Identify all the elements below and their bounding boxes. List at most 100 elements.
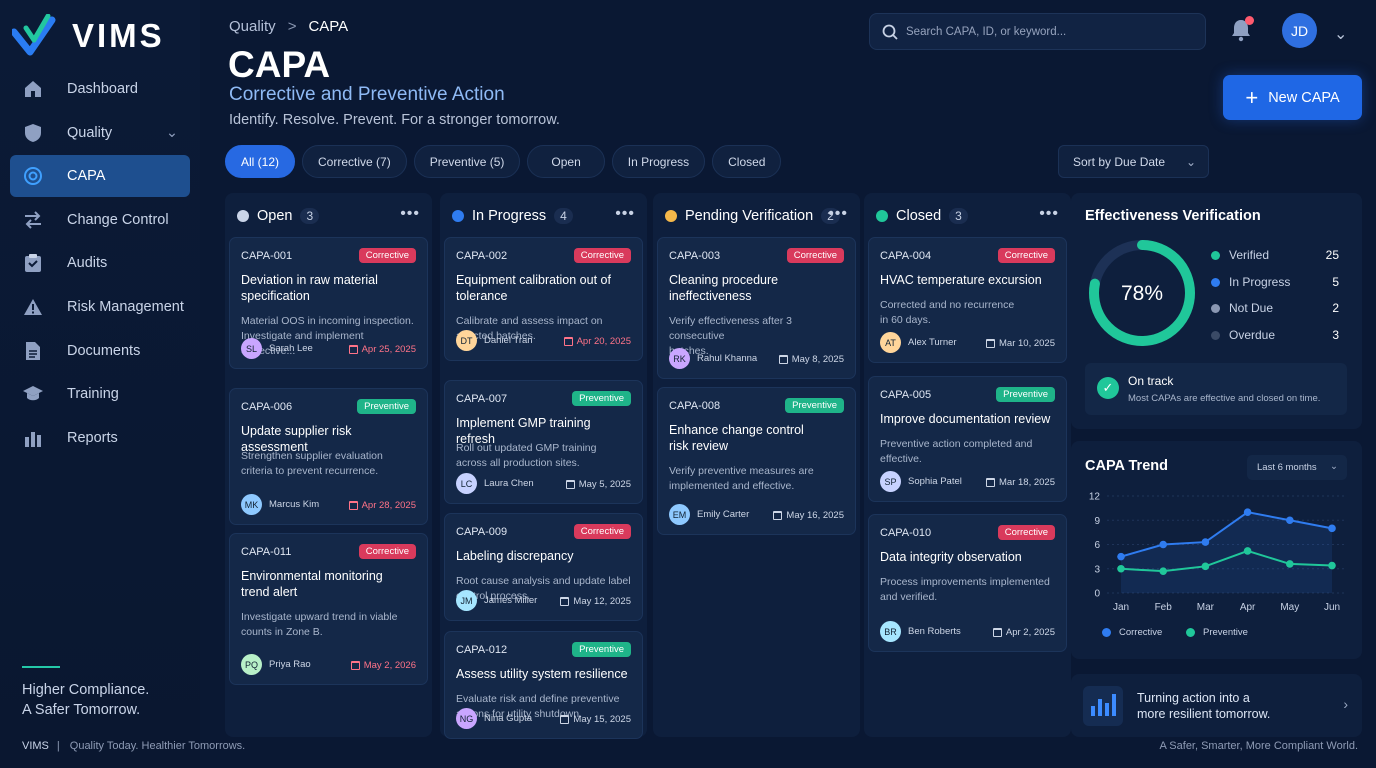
due-date: May 8, 2025 [778, 354, 844, 365]
user-avatar[interactable]: JD [1282, 13, 1317, 48]
search-input[interactable] [906, 25, 1186, 38]
capa-card[interactable]: CAPA-007 Preventive Implement GMP training… [444, 380, 643, 504]
breadcrumb-parent[interactable]: Quality [229, 18, 276, 35]
capa-card[interactable]: CAPA-009 Corrective Labeling discrepancy Ro… [444, 513, 643, 621]
sidebar-item-audits[interactable]: Audits [10, 242, 190, 284]
capa-id: CAPA-012 [456, 644, 508, 656]
search-box[interactable] [869, 13, 1206, 50]
assignee: JM James Miller [456, 590, 537, 611]
due-date-text: May 8, 2025 [791, 354, 844, 365]
sidebar-item-risk-management[interactable]: Risk Management [10, 286, 190, 328]
capa-card[interactable]: CAPA-010 Corrective Data integrity observa… [868, 514, 1067, 652]
capa-title-line-1: Implement GMP training refresh [456, 416, 591, 446]
filter-corrective[interactable]: Corrective (7) [302, 145, 407, 178]
capa-title: Equipment calibration out of tolerance [456, 272, 632, 304]
sidebar-item-quality[interactable]: Quality ⌄ [10, 112, 190, 154]
capa-card[interactable]: CAPA-005 Preventive Improve documentation … [868, 376, 1067, 502]
assignee: MK Marcus Kim [241, 494, 319, 515]
capa-card[interactable]: CAPA-004 Corrective HVAC temperature excur… [868, 237, 1067, 363]
legend-label: Preventive [1203, 627, 1248, 638]
type-badge: Corrective [573, 248, 631, 263]
sidebar-item-dashboard[interactable]: Dashboard [10, 68, 190, 110]
more-options-icon[interactable]: ••• [400, 205, 420, 222]
capa-title: Implement GMP training refresh [456, 415, 632, 447]
sidebar-item-training[interactable]: Training [10, 373, 190, 415]
column-title: In Progress [472, 208, 547, 224]
sidebar-item-change-control[interactable]: Change Control [10, 199, 190, 241]
capa-desc-line-1: Root cause analysis and update label [456, 575, 631, 587]
capa-desc-line-1: Corrected and no recurrence [880, 299, 1015, 311]
status-dot [452, 210, 464, 222]
capa-description: Strengthen supplier evaluation criteria t… [241, 449, 417, 479]
type-badge: Preventive [785, 398, 844, 413]
more-options-icon[interactable]: ••• [615, 205, 635, 222]
capa-description: Preventive action completed and effective… [880, 437, 1056, 467]
footer-right-text: A Safer, Smarter, More Compliant World. [1159, 740, 1358, 752]
sidebar-item-label: CAPA [67, 168, 106, 185]
sidebar-item-capa[interactable]: CAPA [10, 155, 190, 198]
due-date: May 5, 2025 [565, 479, 631, 490]
capa-card[interactable]: CAPA-001 Corrective Deviation in raw mater… [229, 237, 428, 369]
capa-id: CAPA-003 [669, 250, 721, 262]
series-line-preventive [1120, 549, 1333, 573]
sort-dropdown[interactable]: Sort by Due Date ⌄ [1058, 145, 1209, 178]
more-options-icon[interactable]: ••• [1039, 205, 1059, 222]
data-point-preventive [1201, 562, 1210, 571]
series-line-corrective [1120, 511, 1333, 558]
calendar-icon [350, 661, 360, 670]
breadcrumb: Quality > CAPA [229, 18, 348, 35]
filter-open[interactable]: Open [527, 145, 605, 178]
legend-verified: Verified 25 [1211, 248, 1339, 262]
app-logo[interactable]: VIMS [12, 14, 165, 58]
type-badge: Corrective [786, 248, 844, 263]
capa-card[interactable]: CAPA-006 Preventive Update supplier risk a… [229, 388, 428, 525]
legend-in-progress: In Progress 5 [1211, 275, 1339, 289]
user-menu-chevron-icon[interactable]: ⌄ [1334, 26, 1348, 43]
capa-desc-line-1: Verify effectiveness after 3 consecutive [669, 315, 792, 342]
due-date-text: Apr 25, 2025 [361, 344, 416, 355]
sidebar-item-reports[interactable]: Reports [10, 417, 190, 459]
data-point-corrective [1159, 540, 1167, 549]
capa-desc-line-2: in 60 days. [880, 314, 931, 326]
notification-bell[interactable] [1230, 16, 1254, 44]
trend-range-dropdown[interactable]: Last 6 months ⌄ [1247, 455, 1347, 480]
capa-title-line-1: HVAC temperature excursion [880, 273, 1042, 287]
type-badge: Preventive [996, 387, 1055, 402]
type-badge: Preventive [572, 391, 631, 406]
chevron-right-icon[interactable]: › [1343, 696, 1348, 712]
capa-card[interactable]: CAPA-011 Corrective Environmental monitori… [229, 533, 428, 685]
new-capa-button[interactable]: + New CAPA [1223, 75, 1362, 120]
trend-title: CAPA Trend [1085, 458, 1168, 474]
capa-card[interactable]: CAPA-008 Preventive Enhance change control… [657, 387, 856, 535]
assignee-avatar: MK [241, 494, 262, 515]
page-title: CAPA [228, 44, 331, 85]
x-tick-label: May [1280, 602, 1299, 613]
assignee-name: Alex Turner [908, 337, 957, 348]
filter-in-progress[interactable]: In Progress [611, 145, 706, 178]
capa-title: Environmental monitoring trend alert [241, 568, 417, 600]
calendar-icon [565, 480, 575, 489]
assignee: LC Laura Chen [456, 473, 534, 494]
sidebar-item-documents[interactable]: Documents [10, 330, 190, 372]
due-date: Apr 2, 2025 [992, 627, 1055, 638]
filter-all[interactable]: All (12) [225, 145, 296, 178]
capa-title-line-2: specification [241, 289, 310, 303]
more-options-icon[interactable]: ••• [828, 205, 848, 222]
y-tick-label: 3 [1094, 564, 1100, 575]
capa-card[interactable]: CAPA-003 Corrective Cleaning procedure inef… [657, 237, 856, 379]
assignee-name: Priya Rao [269, 659, 311, 670]
data-point-preventive [1286, 560, 1294, 568]
data-point-corrective [1328, 524, 1336, 533]
y-tick-label: 6 [1094, 540, 1100, 551]
data-point-preventive [1117, 564, 1125, 573]
data-point-corrective [1201, 538, 1210, 546]
resilience-banner[interactable]: Turning action into a more resilient tom… [1071, 674, 1362, 737]
x-tick-label: Apr [1240, 602, 1256, 613]
capa-card[interactable]: CAPA-002 Corrective Equipment calibration … [444, 237, 643, 361]
filter-preventive[interactable]: Preventive (5) [413, 145, 521, 178]
capa-desc-line-1: Preventive action completed and [880, 438, 1033, 450]
due-date: May 16, 2025 [773, 510, 844, 521]
capa-card[interactable]: CAPA-012 Preventive Assess utility system … [444, 631, 643, 739]
filter-closed[interactable]: Closed [712, 145, 782, 178]
due-date: Apr 20, 2025 [563, 336, 631, 347]
